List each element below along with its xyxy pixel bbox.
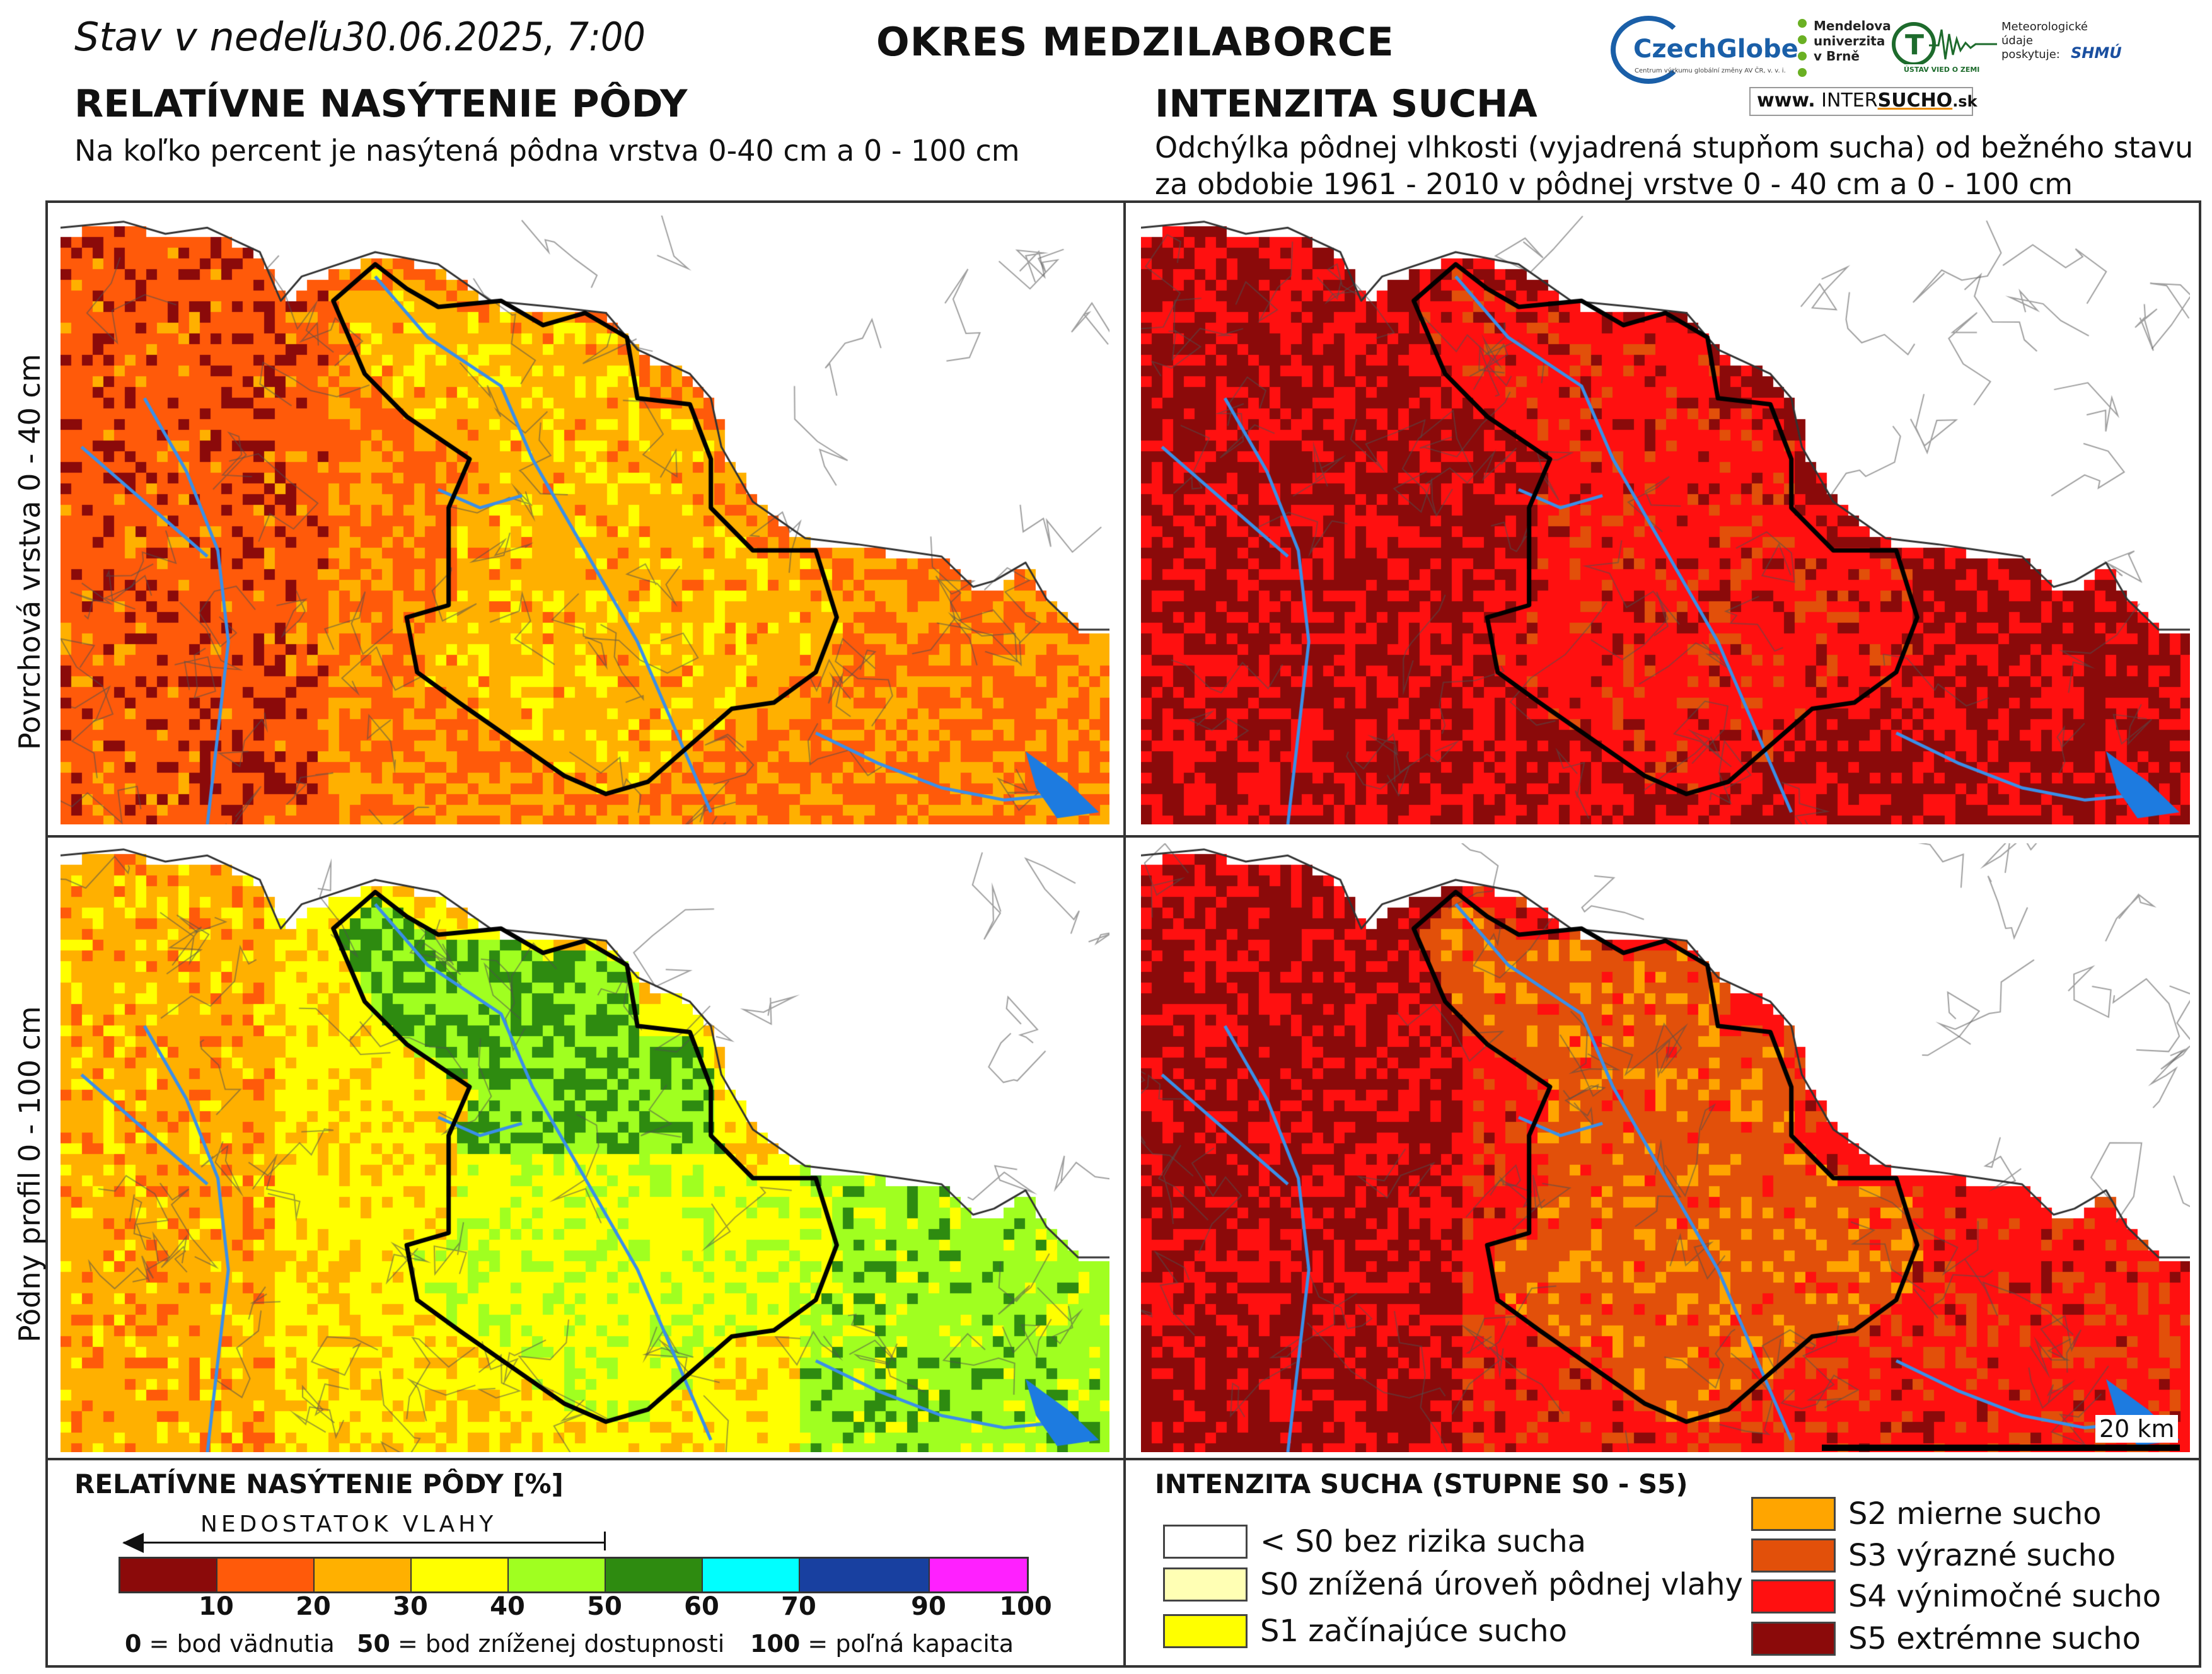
mendel-wordmark: Mendelova univerzita v Brně — [1814, 18, 1891, 64]
drought-legend-item: S1 začínajúce sucho — [1163, 1613, 1567, 1649]
drought-legend-label: < S0 bez rizika sucha — [1260, 1524, 1587, 1559]
note-100-text: = poľná kapacita — [800, 1630, 1014, 1658]
deficit-arrow-line — [124, 1542, 605, 1544]
ug-caption: ÚSTAV VIED O ZEMI — [1904, 66, 1980, 74]
row-label-top: Povrchová vrstva 0 - 40 cm — [13, 354, 47, 750]
colorbar-segment — [703, 1559, 800, 1591]
right-subtitle-line1: Odchýlka pôdnej vlhkosti (vyjadrená stup… — [1155, 130, 2194, 165]
scale-label: 20 km — [2095, 1415, 2179, 1443]
drought-legend-item: S4 výnimočné sucho — [1751, 1579, 2161, 1614]
date-value: 30.06.2025, 7:00 — [342, 14, 646, 60]
colorbar-tick-label: 10 — [199, 1592, 234, 1621]
colorbar-tick-label: 40 — [490, 1592, 525, 1621]
intersucho-inter: INTER — [1821, 89, 1878, 112]
map-saturation-0-40 — [61, 216, 1109, 824]
right-panel-title: INTENZITA SUCHA — [1155, 82, 1537, 126]
note-50-num: 50 — [357, 1630, 390, 1658]
right-subtitle-line2: za obdobie 1961 - 2010 v pôdnej vrstve 0… — [1155, 167, 2073, 201]
drought-legend-label: S3 výrazné sucho — [1848, 1538, 2116, 1573]
intersucho-suffix: .sk — [1952, 93, 1977, 110]
drought-swatch — [1163, 1567, 1248, 1602]
drought-swatch — [1751, 1538, 1836, 1573]
intersucho-sucho: SUCHO — [1877, 89, 1953, 112]
drought-legend-label: S2 mierne sucho — [1848, 1496, 2102, 1532]
map-saturation-0-40-raster — [61, 216, 1109, 824]
arrow-label: NEDOSTATOK VLAHY — [200, 1511, 497, 1537]
left-panel-subtitle: Na koľko percent je nasýtená pôdna vrstv… — [74, 134, 1020, 168]
drought-swatch — [1751, 1579, 1836, 1613]
meteo-provider-text: Meteorologické údaje poskytuje: — [2001, 20, 2088, 61]
colorbar-tick-label: 90 — [911, 1592, 946, 1621]
drought-legend-label: S4 výnimočné sucho — [1848, 1579, 2162, 1614]
colorbar-segment — [217, 1559, 315, 1591]
scale-bar — [1822, 1445, 2180, 1451]
row-label-bottom: Pôdny profil 0 - 100 cm — [13, 1006, 47, 1342]
colorbar-segment — [315, 1559, 412, 1591]
mendel-logo: Mendelova univerzita v Brně — [1793, 16, 1891, 85]
note-field-capacity: 100 = poľná kapacita — [750, 1630, 1014, 1658]
svg-text:T: T — [1905, 29, 1924, 61]
drought-legend-item: < S0 bez rizika sucha — [1163, 1524, 1586, 1559]
colorbar-segment — [120, 1559, 217, 1591]
colorbar-segment — [800, 1559, 930, 1591]
mendel-dots-icon — [1798, 19, 1807, 77]
date-prefix: Stav v nedeľu — [74, 14, 343, 60]
colorbar-segment — [930, 1559, 1027, 1591]
drought-swatch — [1751, 1497, 1836, 1531]
deficit-arrow-end — [604, 1532, 606, 1550]
frame-divider-legend — [45, 1458, 2201, 1460]
saturation-colorbar — [119, 1557, 1029, 1593]
note-wilting-point: 0 = bod vädnutia — [125, 1630, 335, 1658]
map-drought-0-100-raster — [1141, 843, 2190, 1452]
drought-legend-item: S3 výrazné sucho — [1751, 1538, 2116, 1573]
drought-legend-label: S0 znížená úroveň pôdnej vlahy — [1260, 1567, 1743, 1602]
czechglobe-caption: Centrum výzkumu globální změny AV ČR, v.… — [1635, 67, 1786, 74]
right-panel-subtitle: Odchýlka pôdnej vlhkosti (vyjadrená stup… — [1155, 129, 2193, 202]
drought-legend-label: S1 začínajúce sucho — [1260, 1613, 1567, 1649]
map-drought-0-40 — [1141, 216, 2190, 824]
drought-swatch — [1163, 1525, 1248, 1559]
colorbar-segment — [606, 1559, 703, 1591]
drought-legend-title: INTENZITA SUCHA (STUPNE S0 - S5) — [1155, 1469, 1688, 1499]
saturation-legend-title: RELATÍVNE NASÝTENIE PÔDY [%] — [74, 1469, 564, 1499]
map-saturation-0-100-raster — [61, 843, 1109, 1452]
map-drought-0-100 — [1141, 843, 2190, 1452]
colorbar-tick-label: 50 — [587, 1592, 622, 1621]
drought-legend-item: S5 extrémne sucho — [1751, 1621, 2141, 1656]
intersucho-prefix: www. — [1757, 89, 1815, 112]
colorbar-segment — [412, 1559, 509, 1591]
drought-swatch — [1163, 1614, 1248, 1648]
note-0-text: = bod vädnutia — [141, 1630, 335, 1658]
colorbar-segment — [509, 1559, 606, 1591]
map-saturation-0-100 — [61, 843, 1109, 1452]
colorbar-tick-label: 60 — [684, 1592, 719, 1621]
drought-legend-item: S0 znížená úroveň pôdnej vlahy — [1163, 1567, 1743, 1602]
intersucho-logo: www. INTERSUCHO.sk — [1749, 87, 1977, 116]
drought-legend-item: S2 mierne sucho — [1751, 1496, 2102, 1532]
ug-logo: T ÚSTAV VIED O ZEMI — [1891, 20, 1998, 77]
drought-swatch — [1751, 1622, 1836, 1656]
colorbar-tick-label: 100 — [999, 1592, 1052, 1621]
drought-legend-label: S5 extrémne sucho — [1848, 1621, 2141, 1656]
district-title: OKRES MEDZILABORCE — [876, 19, 1394, 65]
czechglobe-ring-icon — [1611, 16, 1686, 84]
note-50-text: = bod zníženej dostupnosti — [390, 1630, 725, 1658]
shmu-logo: SHMÚ — [2071, 44, 2122, 62]
czechglobe-logo: CzechGlobe Centrum výzkumu globální změn… — [1611, 16, 1798, 85]
colorbar-tick-label: 30 — [393, 1592, 428, 1621]
left-panel-title: RELATÍVNE NASÝTENIE PÔDY — [74, 82, 688, 126]
map-drought-0-40-raster — [1141, 216, 2190, 824]
note-reduced-availability: 50 = bod zníženej dostupnosti — [357, 1630, 724, 1658]
colorbar-tick-label: 20 — [296, 1592, 331, 1621]
frame-divider-maps — [45, 835, 2201, 838]
colorbar-tick-label: 70 — [781, 1592, 816, 1621]
ug-seismograph-icon: T — [1892, 22, 1997, 64]
note-100-num: 100 — [750, 1630, 801, 1658]
left-arrow-icon — [122, 1533, 144, 1553]
czechglobe-wordmark: CzechGlobe — [1633, 35, 1798, 64]
note-0-num: 0 — [125, 1630, 142, 1658]
date-heading: Stav v nedeľu30.06.2025, 7:00 — [74, 14, 646, 60]
frame-divider-vertical — [1123, 200, 1126, 1668]
